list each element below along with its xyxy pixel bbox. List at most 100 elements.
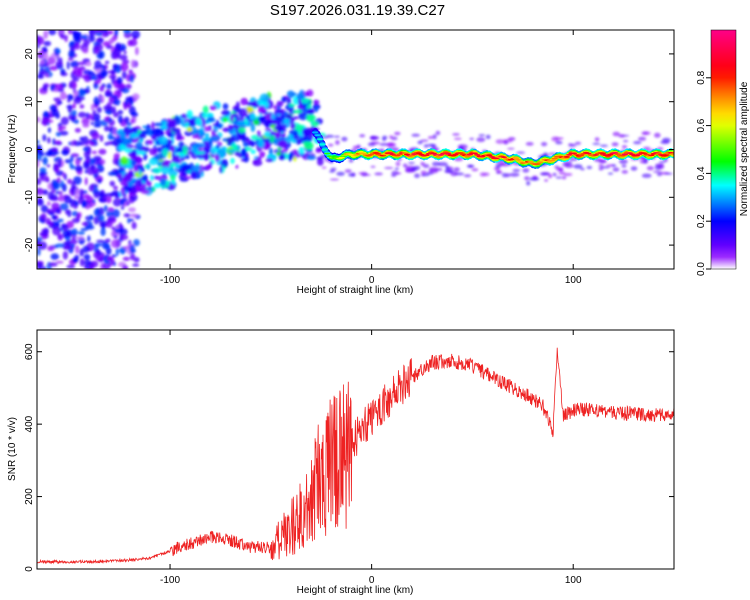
spectral-blob [50, 109, 60, 117]
spectral-blob [317, 158, 324, 166]
spectral-blob [47, 191, 55, 201]
spectral-blob [541, 142, 548, 147]
spectral-blob [612, 131, 620, 137]
spectral-blob [135, 179, 143, 187]
spectral-blob [61, 183, 67, 192]
spectral-blob [100, 228, 106, 236]
spectral-blob [37, 178, 42, 186]
spectral-blob [141, 130, 150, 135]
spectral-blob [200, 170, 204, 178]
spectral-blob [171, 154, 180, 159]
spectral-blob [78, 188, 84, 197]
spectral-blob [321, 166, 327, 169]
spectral-blob [81, 201, 88, 208]
spectral-blob [58, 159, 62, 168]
spectral-blob [266, 154, 277, 159]
spectral-blob [506, 138, 513, 143]
spectral-blob [552, 172, 557, 177]
ridge-segment [324, 152, 331, 155]
spectral-blob [422, 164, 430, 168]
spectral-blob [119, 132, 126, 139]
spectral-blob [118, 143, 127, 151]
spectral-blob [59, 91, 67, 101]
spectral-blob [265, 158, 274, 163]
spectral-blob [192, 134, 199, 139]
ridge-segment [367, 153, 374, 156]
spectral-blob [118, 168, 122, 175]
spectral-blob [120, 199, 125, 206]
spectral-blob [80, 34, 89, 40]
spectral-blob [86, 196, 94, 204]
spectral-blob [104, 244, 111, 249]
spectral-blob [37, 197, 43, 205]
x-tick-label: 0 [369, 575, 375, 586]
spectral-blob [186, 151, 192, 155]
spectral-blob [139, 138, 144, 143]
spectral-blob [108, 117, 112, 123]
ridge-segment [578, 154, 585, 157]
spectral-blob [37, 187, 44, 196]
spectral-blob [56, 218, 64, 223]
spectral-blob [107, 217, 116, 222]
spectral-blob [328, 143, 334, 147]
spectral-blob [286, 90, 295, 99]
spectral-blob [37, 36, 45, 45]
spectral-blob [89, 214, 94, 220]
spectral-blob [592, 142, 601, 145]
spectral-blob [242, 142, 249, 147]
spectral-blob [129, 213, 139, 218]
spectral-blob [74, 127, 81, 133]
spectral-blob [608, 172, 613, 175]
spectral-blob [236, 117, 246, 121]
spectral-blob [83, 254, 91, 261]
spectral-blob [315, 148, 322, 153]
spectral-blob [179, 152, 185, 158]
spectral-blob [306, 155, 316, 160]
spectral-blob [103, 105, 110, 111]
spectral-blob [573, 164, 583, 169]
y-tick-label: 10 [24, 96, 35, 108]
spectral-blob [69, 162, 73, 168]
spectral-blob [127, 151, 138, 158]
spectral-blob [249, 102, 259, 107]
spectral-blob [66, 105, 74, 109]
spectral-blob [94, 119, 102, 127]
spectral-blob [277, 140, 288, 149]
spectral-blob [118, 54, 128, 61]
spectral-blob [93, 96, 100, 106]
spectral-blob [59, 57, 63, 65]
y-tick-label: 0 [24, 146, 35, 152]
spectral-blob [411, 133, 421, 137]
spectral-blob [664, 172, 673, 175]
spectral-blob [82, 147, 89, 152]
spectral-blob [180, 142, 185, 147]
spectral-blob [50, 253, 60, 260]
spectral-blob [42, 189, 49, 194]
spectral-blob [88, 184, 95, 192]
spectral-blob [73, 82, 77, 89]
spectral-blob [146, 180, 152, 187]
spectral-blob [643, 158, 648, 164]
spectral-blob [218, 123, 223, 129]
spectral-blob [123, 213, 131, 218]
spectral-blob [57, 48, 61, 54]
ridge-segment [592, 154, 599, 156]
spectral-blob [268, 147, 274, 156]
spectral-blob [143, 153, 148, 161]
spectral-blob [127, 217, 131, 224]
spectral-blob [240, 97, 248, 106]
spectral-blob [70, 60, 80, 68]
spectral-blob [58, 125, 62, 131]
spectral-blob [170, 174, 176, 181]
spectral-blob [288, 103, 294, 108]
spectral-blob [302, 127, 312, 136]
spectral-blob [286, 97, 292, 106]
spectral-blob [658, 160, 666, 163]
spectral-blob [113, 126, 118, 136]
spectral-blob [329, 178, 339, 181]
spectral-blob [55, 165, 59, 173]
spectral-blob [96, 106, 102, 113]
spectral-blob [153, 182, 162, 189]
spectral-blob [37, 247, 41, 256]
spectral-blob [438, 162, 448, 167]
